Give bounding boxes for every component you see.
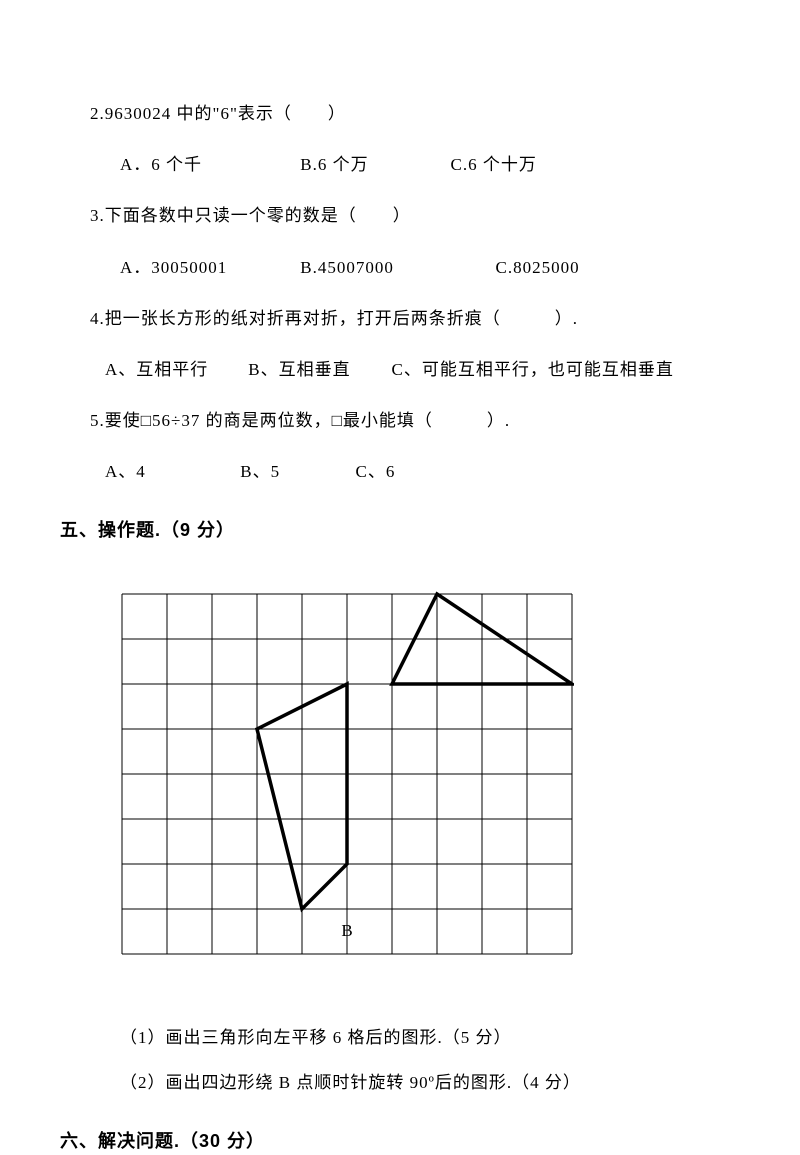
q3-opt-b: B.45007000 xyxy=(300,254,490,281)
q3-text: 3.下面各数中只读一个零的数是（ ） xyxy=(90,202,710,229)
section5-sub2: （2）画出四边形绕 B 点顺时针旋转 90º后的图形.（4 分） xyxy=(90,1069,710,1096)
q2-opt-a: A．6 个千 xyxy=(120,151,295,178)
q2-options: A．6 个千 B.6 个万 C.6 个十万 xyxy=(90,151,710,178)
q5-options: A、4 B、5 C、6 xyxy=(90,458,710,485)
q2-text: 2.9630024 中的"6"表示（ ） xyxy=(90,100,710,127)
q3-options: A．30050001 B.45007000 C.8025000 xyxy=(90,254,710,281)
section5-sub1: （1）画出三角形向左平移 6 格后的图形.（5 分） xyxy=(90,1024,710,1051)
q5-opt-b: B、5 xyxy=(240,458,350,485)
q4-opt-c: C、可能互相平行，也可能互相垂直 xyxy=(392,356,674,383)
grid-svg-icon: B xyxy=(120,584,574,984)
section5-heading: 五、操作题.（9 分） xyxy=(60,516,710,545)
q5-opt-c: C、6 xyxy=(356,458,396,485)
q3-opt-a: A．30050001 xyxy=(120,254,295,281)
q5-text: 5.要使□56÷37 的商是两位数，□最小能填（ ）. xyxy=(90,407,710,434)
q3-opt-c: C.8025000 xyxy=(496,254,580,281)
diagram-grid: B xyxy=(120,584,710,984)
q2-opt-c: C.6 个十万 xyxy=(451,151,537,178)
q4-opt-a: A、互相平行 xyxy=(105,356,243,383)
svg-text:B: B xyxy=(341,921,352,940)
q4-text: 4.把一张长方形的纸对折再对折，打开后两条折痕（ ）. xyxy=(90,305,710,332)
q2-opt-b: B.6 个万 xyxy=(300,151,445,178)
q5-opt-a: A、4 xyxy=(105,458,235,485)
q4-opt-b: B、互相垂直 xyxy=(248,356,386,383)
q4-options: A、互相平行 B、互相垂直 C、可能互相平行，也可能互相垂直 xyxy=(90,356,710,383)
